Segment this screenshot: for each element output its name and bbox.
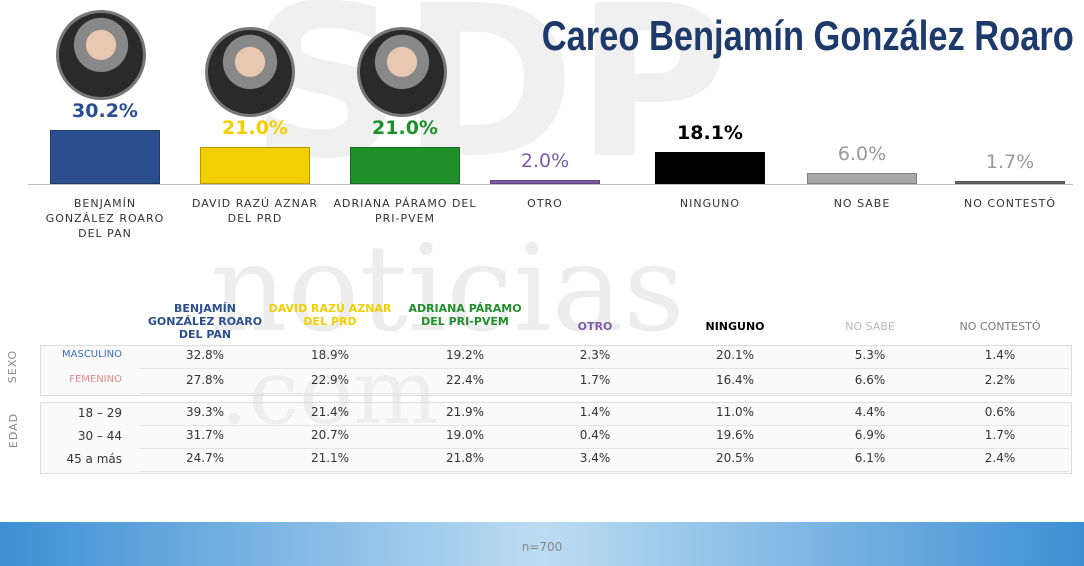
column-header: OTRO (577, 320, 613, 333)
footer-band (0, 522, 1084, 566)
cell: 18.9% (310, 348, 350, 362)
bar (350, 146, 460, 184)
title: Careo Benjamín González Roaro (541, 12, 1074, 59)
watermark: noticias (210, 220, 685, 359)
cell: 2.2% (984, 373, 1016, 387)
cell: 1.7% (984, 428, 1016, 442)
cell: 1.7% (579, 373, 611, 387)
cell: 16.4% (715, 373, 755, 387)
cell: 11.0% (715, 405, 755, 419)
cell: 2.3% (579, 348, 611, 362)
column-header: ADRIANA PÁRAMO DEL PRI-PVEM (408, 302, 522, 328)
cell: 20.7% (310, 428, 350, 442)
cell: 0.4% (579, 428, 611, 442)
value-label: 6.0% (837, 143, 887, 166)
cell: 21.9% (445, 405, 485, 419)
candidate-photo (56, 10, 146, 100)
side-label: EDAD (7, 412, 21, 449)
cell: 39.3% (185, 405, 225, 419)
cell: 24.7% (185, 451, 225, 465)
row-rule (140, 448, 1070, 449)
baseline (28, 184, 1073, 185)
category-label: ADRIANA PÁRAMO DEL PRI-PVEM (333, 197, 477, 225)
category-label: OTRO (527, 197, 563, 210)
category-label: NO CONTESTÓ (964, 197, 1056, 210)
group-box (40, 402, 1072, 474)
bar (655, 151, 765, 184)
row-rule (140, 471, 1070, 472)
value-label: 2.0% (520, 150, 570, 173)
cell: 27.8% (185, 373, 225, 387)
row-rule (140, 393, 1070, 394)
value-label: 21.0% (222, 116, 288, 139)
cell: 22.9% (310, 373, 350, 387)
cell: 1.4% (579, 405, 611, 419)
value-label: 1.7% (985, 150, 1035, 173)
cell: 6.9% (854, 428, 886, 442)
row-rule (140, 368, 1070, 369)
row-label: MASCULINO (62, 349, 122, 360)
row-label: 30 – 44 (77, 429, 122, 443)
cell: 0.6% (984, 405, 1016, 419)
cell: 21.8% (445, 451, 485, 465)
row-label: FEMENINO (69, 374, 122, 385)
side-label: SEXO (6, 349, 20, 384)
cell: 32.8% (185, 348, 225, 362)
value-label: 18.1% (677, 121, 743, 144)
cell: 22.4% (445, 373, 485, 387)
value-label: 21.0% (372, 116, 438, 139)
bar (200, 146, 310, 184)
cell: 4.4% (854, 405, 886, 419)
cell: 6.1% (854, 451, 886, 465)
bar (955, 180, 1065, 184)
watermark: SDP (250, 0, 730, 205)
cell: 20.1% (715, 348, 755, 362)
value-label: 30.2% (72, 100, 138, 123)
cell: 6.6% (854, 373, 886, 387)
cell: 31.7% (185, 428, 225, 442)
cell: 20.5% (715, 451, 755, 465)
footer-note: n=700 (521, 540, 563, 554)
cell: 19.6% (715, 428, 755, 442)
column-header: NO CONTESTÓ (959, 320, 1041, 333)
watermark: .com (220, 340, 439, 445)
row-label: 18 – 29 (77, 406, 122, 420)
category-label: BENJAMÍN GONZÁLEZ ROARO DEL PAN (45, 197, 165, 240)
column-header: NINGUNO (705, 320, 765, 333)
cell: 21.1% (310, 451, 350, 465)
category-label: NO SABE (833, 197, 891, 210)
cell: 21.4% (310, 405, 350, 419)
cell: 3.4% (579, 451, 611, 465)
cell: 2.4% (984, 451, 1016, 465)
category-label: DAVID RAZÚ AZNAR DEL PRD (191, 197, 319, 225)
row-label: 45 a más (66, 452, 122, 466)
cell: 19.2% (445, 348, 485, 362)
group-box (40, 345, 1072, 396)
bar (50, 130, 160, 184)
candidate-photo (357, 27, 447, 117)
category-label: NINGUNO (679, 197, 741, 210)
column-header: DAVID RAZÚ AZNAR DEL PRD (268, 302, 392, 328)
column-header: NO SABE (845, 320, 895, 333)
column-header: BENJAMÍN GONZÁLEZ ROARO DEL PAN (147, 302, 263, 341)
cell: 1.4% (984, 348, 1016, 362)
cell: 19.0% (445, 428, 485, 442)
bar (490, 180, 600, 184)
cell: 5.3% (854, 348, 886, 362)
bar (807, 173, 917, 184)
row-rule (140, 425, 1070, 426)
candidate-photo (205, 27, 295, 117)
